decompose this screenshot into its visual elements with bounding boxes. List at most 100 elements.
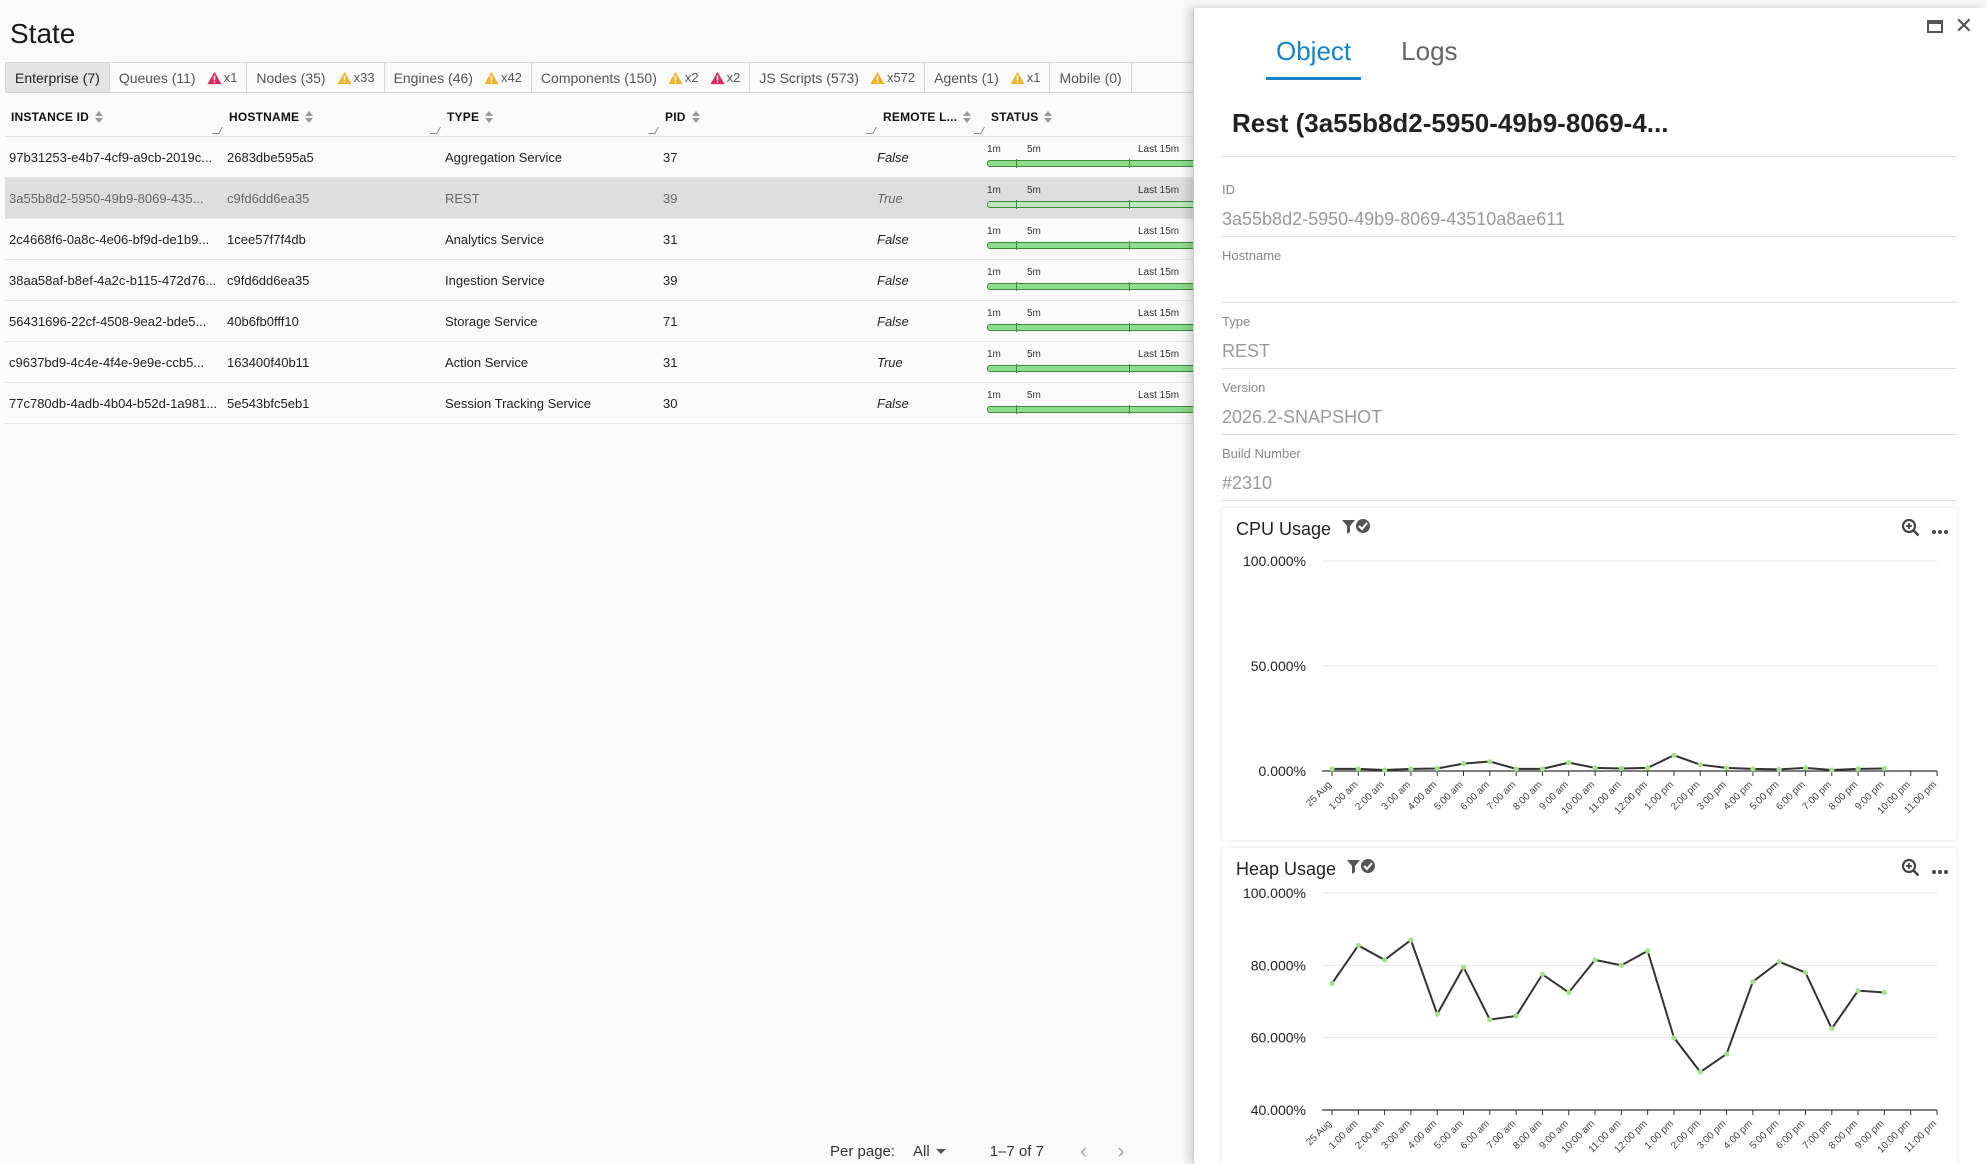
data-point[interactable] — [1881, 765, 1887, 772]
sort-icon[interactable] — [485, 110, 494, 123]
data-point[interactable] — [1487, 758, 1493, 765]
data-point[interactable] — [1750, 766, 1756, 772]
data-point[interactable] — [1776, 959, 1782, 965]
data-point[interactable] — [1829, 1026, 1835, 1032]
heap-usage-card: 100.000% 80.000% 60.000% 40.000% 25 Aug 1:00 … — [1222, 848, 1957, 1164]
y-tick-label: 50.000% — [1251, 658, 1306, 674]
cell-instance-id: 97b31253-e4b7-4cf9-a9cb-2019c... — [9, 149, 213, 165]
data-point[interactable] — [1618, 962, 1624, 968]
column-header-remote[interactable]: REMOTE L... — [877, 97, 986, 136]
data-point[interactable] — [1645, 765, 1651, 771]
table-row[interactable]: 97b31253-e4b7-4cf9-a9cb-2019c... 2683dbe5… — [5, 137, 1200, 178]
tab-5[interactable]: JS Scripts (573) x572 — [750, 63, 926, 92]
data-point[interactable] — [1855, 766, 1861, 772]
data-point[interactable] — [1881, 989, 1887, 996]
filter-icon[interactable] — [1341, 518, 1371, 541]
data-point[interactable] — [1460, 761, 1467, 767]
data-point[interactable] — [1329, 766, 1335, 772]
next-page-button[interactable]: › — [1117, 1138, 1125, 1163]
status-tick — [1129, 364, 1130, 373]
data-point[interactable] — [1697, 1069, 1703, 1075]
column-resize-handle[interactable] — [647, 127, 660, 134]
tab-logs[interactable]: Logs — [1401, 36, 1458, 66]
data-point[interactable] — [1671, 752, 1677, 758]
data-point[interactable] — [1671, 1035, 1677, 1041]
column-header-type[interactable]: TYPE — [441, 97, 660, 136]
warning-icon — [484, 71, 499, 84]
data-point[interactable] — [1750, 979, 1756, 985]
more-options-icon[interactable] — [1931, 862, 1949, 880]
data-point[interactable] — [1513, 766, 1519, 772]
data-point[interactable] — [1539, 766, 1546, 772]
sort-icon[interactable] — [94, 110, 103, 123]
field-hostname: Hostname — [1222, 237, 1957, 303]
table-row[interactable]: c9637bd9-4c4e-4f4e-9e9e-ccb5... 163400f40… — [5, 342, 1200, 383]
data-point[interactable] — [1487, 1016, 1493, 1023]
tab-2[interactable]: Nodes (35) x33 — [247, 63, 385, 92]
y-tick-label: 100.000% — [1243, 553, 1306, 569]
tab-1[interactable]: Queues (11) x1 — [110, 63, 248, 92]
prev-page-button[interactable]: ‹ — [1079, 1138, 1088, 1163]
data-point[interactable] — [1802, 765, 1809, 771]
column-header-pid[interactable]: PID — [659, 97, 878, 136]
sort-icon[interactable] — [305, 110, 314, 123]
tab-7[interactable]: Mobile (0) — [1050, 63, 1132, 92]
data-point[interactable] — [1592, 765, 1598, 771]
cell-instance-id: 38aa58af-b8ef-4a2c-b115-472d76... — [9, 272, 217, 288]
data-point[interactable] — [1566, 989, 1572, 996]
tab-6[interactable]: Agents (1) x1 — [925, 63, 1051, 92]
column-resize-handle[interactable] — [865, 127, 878, 134]
per-page-select[interactable]: All — [913, 1143, 946, 1160]
data-point[interactable] — [1829, 767, 1835, 773]
tab-0[interactable]: Enterprise (7) — [6, 63, 110, 92]
data-point[interactable] — [1329, 980, 1335, 987]
data-point[interactable] — [1566, 760, 1572, 766]
column-resize-handle[interactable] — [211, 127, 224, 134]
sort-icon[interactable] — [963, 110, 972, 123]
data-point[interactable] — [1355, 766, 1361, 772]
field-value: REST — [1222, 341, 1271, 361]
data-point[interactable] — [1382, 957, 1388, 963]
data-point[interactable] — [1697, 762, 1703, 768]
column-label: HOSTNAME — [229, 109, 300, 124]
column-header-status[interactable]: STATUS — [985, 97, 1200, 136]
data-point[interactable] — [1592, 957, 1598, 963]
data-point[interactable] — [1460, 964, 1467, 970]
data-point[interactable] — [1408, 937, 1414, 943]
data-point[interactable] — [1723, 765, 1730, 771]
tab-object[interactable]: Object — [1266, 36, 1362, 80]
column-header-hostname[interactable]: HOSTNAME — [223, 97, 442, 136]
table-row[interactable]: 3a55b8d2-5950-49b9-8069-435... c9fd6dd6ea… — [5, 178, 1200, 219]
table-row[interactable]: 56431696-22cf-4508-9ea2-bde5... 40b6fb0ff… — [5, 301, 1200, 342]
sort-icon[interactable] — [691, 110, 700, 123]
table-row[interactable]: 77c780db-4adb-4b04-b52d-1a981... 5e543bfc… — [5, 383, 1200, 424]
data-point[interactable] — [1618, 765, 1624, 772]
data-point[interactable] — [1802, 969, 1809, 976]
data-point[interactable] — [1434, 1011, 1440, 1017]
data-point[interactable] — [1776, 766, 1782, 772]
more-options-icon[interactable] — [1931, 522, 1949, 540]
column-header-instance-id[interactable]: INSTANCE ID — [5, 97, 224, 136]
data-point[interactable] — [1723, 1051, 1730, 1057]
sort-icon[interactable] — [1044, 110, 1053, 123]
data-point[interactable] — [1513, 1013, 1519, 1019]
close-icon[interactable]: ✕ — [1954, 13, 1973, 38]
data-point[interactable] — [1355, 942, 1361, 949]
data-point[interactable] — [1434, 765, 1440, 772]
badge-count: x2 — [726, 70, 741, 85]
column-resize-handle[interactable] — [973, 127, 986, 134]
tab-3[interactable]: Engines (46) x42 — [385, 63, 532, 92]
data-point[interactable] — [1645, 948, 1651, 954]
data-point[interactable] — [1539, 971, 1546, 977]
filter-icon[interactable] — [1346, 858, 1376, 881]
data-point[interactable] — [1408, 766, 1414, 772]
table-row[interactable]: 38aa58af-b8ef-4a2c-b115-472d76... c9fd6dd… — [5, 260, 1200, 301]
data-point[interactable] — [1382, 767, 1388, 773]
zoom-in-icon[interactable] — [1901, 518, 1921, 543]
zoom-in-icon[interactable] — [1901, 858, 1921, 883]
maximize-icon[interactable] — [1926, 19, 1943, 33]
table-row[interactable]: 2c4668f6-0a8c-4e06-bf9d-de1b9... 1cee57f7… — [5, 219, 1200, 260]
data-point[interactable] — [1855, 988, 1861, 994]
column-resize-handle[interactable] — [429, 127, 442, 134]
tab-4[interactable]: Components (150) x2 x2 — [532, 63, 751, 92]
